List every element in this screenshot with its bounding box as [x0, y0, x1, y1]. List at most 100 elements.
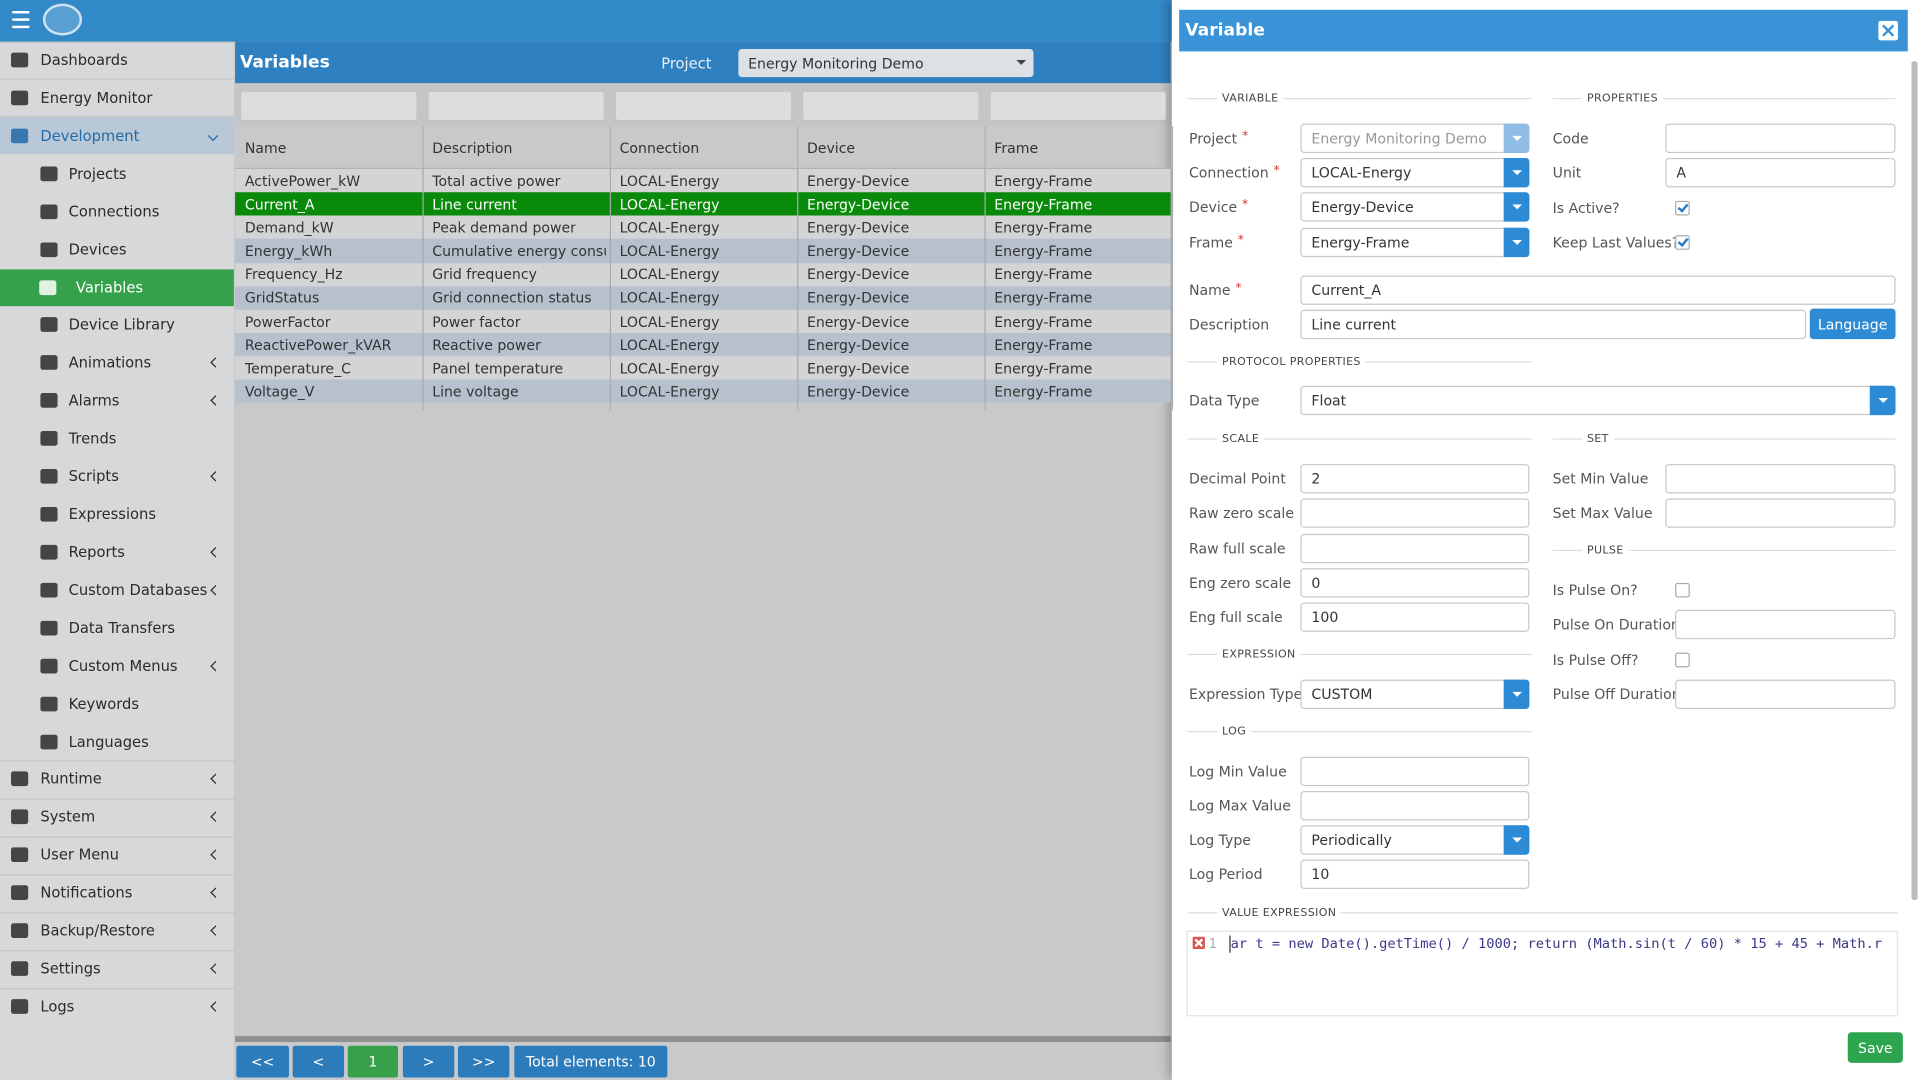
nav-item[interactable]: Runtime: [40, 770, 102, 788]
column-filter[interactable]: [615, 91, 792, 120]
select[interactable]: [1300, 227, 1530, 258]
table-row[interactable]: [235, 168, 1171, 193]
select[interactable]: [1300, 192, 1530, 222]
nav-item[interactable]: Logs: [40, 997, 75, 1016]
nav-item[interactable]: Custom Databases: [68, 581, 208, 599]
field-value: 2: [1311, 470, 1321, 488]
text-input[interactable]: [1300, 859, 1530, 889]
nav-item[interactable]: Dashboards: [40, 51, 128, 69]
table-cell: Energy-Frame: [994, 289, 1093, 307]
checkbox[interactable]: [1675, 235, 1690, 250]
project-select[interactable]: [738, 48, 1034, 78]
text-input[interactable]: [1300, 464, 1530, 494]
field-value: LOCAL-Energy: [1311, 164, 1412, 182]
table-row[interactable]: [235, 239, 1171, 263]
column-header[interactable]: Description: [432, 139, 513, 157]
nav-icon: [11, 999, 29, 1014]
text-input[interactable]: [1300, 756, 1530, 787]
page-button[interactable]: <<: [236, 1045, 289, 1078]
select[interactable]: [1300, 679, 1530, 709]
text-input[interactable]: [1300, 309, 1807, 340]
table-row[interactable]: [235, 192, 1171, 216]
nav-item[interactable]: Animations: [68, 354, 152, 372]
table-row[interactable]: [235, 333, 1171, 357]
nav-item[interactable]: Projects: [68, 165, 127, 183]
select[interactable]: [1300, 825, 1530, 855]
nav-item[interactable]: User Menu: [40, 846, 119, 864]
nav-item[interactable]: Custom Menus: [68, 657, 178, 675]
close-button[interactable]: [1878, 20, 1898, 41]
field-value: Current_A: [1311, 281, 1381, 299]
table-row[interactable]: [235, 356, 1171, 380]
text-input[interactable]: [1300, 568, 1530, 598]
column-filter[interactable]: [990, 91, 1166, 120]
select[interactable]: [1300, 157, 1530, 188]
text-input[interactable]: [1665, 464, 1896, 494]
nav-item[interactable]: System: [40, 808, 96, 826]
table-row[interactable]: [235, 215, 1171, 240]
nav-item[interactable]: Settings: [40, 960, 101, 978]
text-input[interactable]: [1665, 157, 1896, 188]
save-button[interactable]: Save: [1847, 1032, 1903, 1063]
nav-item[interactable]: Scripts: [68, 467, 119, 486]
checkbox[interactable]: [1675, 582, 1690, 598]
page-button[interactable]: <: [292, 1045, 345, 1078]
nav-item[interactable]: Reports: [68, 543, 125, 561]
checkbox[interactable]: [1675, 652, 1690, 668]
nav-item[interactable]: Connections: [68, 202, 160, 221]
nav-item[interactable]: Notifications: [40, 884, 133, 902]
dialog-header: [1179, 9, 1908, 52]
language-button[interactable]: Language: [1809, 308, 1896, 340]
column-header[interactable]: Name: [244, 139, 287, 157]
table-cell: Energy-Frame: [994, 172, 1093, 190]
page-button[interactable]: >: [402, 1045, 455, 1078]
text-input[interactable]: [1300, 602, 1530, 632]
page-button[interactable]: 1: [347, 1045, 398, 1078]
nav-item[interactable]: Keywords: [68, 695, 139, 713]
text-input[interactable]: [1300, 533, 1530, 564]
table-cell: Energy-Device: [806, 242, 910, 260]
column-header[interactable]: Connection: [619, 139, 700, 157]
column-header[interactable]: Frame: [994, 139, 1039, 157]
field-value: Periodically: [1311, 831, 1392, 849]
text-input[interactable]: [1300, 791, 1530, 821]
menu-toggle[interactable]: [12, 11, 30, 29]
nav-item[interactable]: Alarms: [68, 392, 120, 410]
nav-item[interactable]: Energy Monitor: [40, 89, 153, 107]
table-row[interactable]: [235, 309, 1171, 334]
code-line[interactable]: ar t = new Date().getTime() / 1000; retu…: [1230, 935, 1883, 952]
text-input[interactable]: [1665, 123, 1896, 154]
table-cell: Grid connection status: [432, 289, 592, 307]
select[interactable]: [1300, 385, 1896, 416]
table-cell: Energy-Device: [806, 172, 910, 190]
nav-item[interactable]: Expressions: [68, 505, 156, 523]
column-filter[interactable]: [428, 91, 604, 120]
nav-item[interactable]: Variables: [75, 278, 144, 296]
field-label: Frame: [1188, 233, 1233, 252]
page-button-label: <: [312, 1053, 325, 1071]
text-input[interactable]: [1675, 609, 1896, 640]
column-filter[interactable]: [241, 91, 417, 120]
nav-item[interactable]: Device Library: [68, 316, 175, 334]
nav-icon: [11, 809, 29, 825]
table-cell: LOCAL-Energy: [619, 219, 720, 237]
table-cell: Reactive power: [432, 336, 541, 354]
nav-item[interactable]: Data Transfers: [68, 619, 176, 637]
nav-icon: [40, 355, 58, 371]
nav-item[interactable]: Languages: [68, 732, 149, 751]
table-row[interactable]: [235, 286, 1171, 310]
text-input[interactable]: [1665, 498, 1896, 528]
nav-item[interactable]: Trends: [68, 430, 117, 448]
text-input[interactable]: [1300, 498, 1530, 528]
text-input[interactable]: [1675, 679, 1896, 709]
column-filter[interactable]: [803, 91, 979, 120]
nav-item[interactable]: Development: [40, 127, 140, 145]
text-input[interactable]: [1300, 275, 1896, 305]
nav-item[interactable]: Backup/Restore: [40, 922, 155, 940]
table-row[interactable]: [235, 262, 1171, 287]
page-button[interactable]: >>: [457, 1045, 510, 1078]
table-row[interactable]: [235, 380, 1171, 404]
checkbox[interactable]: [1675, 200, 1690, 216]
column-header[interactable]: Device: [806, 139, 856, 157]
nav-item[interactable]: Devices: [68, 240, 127, 258]
